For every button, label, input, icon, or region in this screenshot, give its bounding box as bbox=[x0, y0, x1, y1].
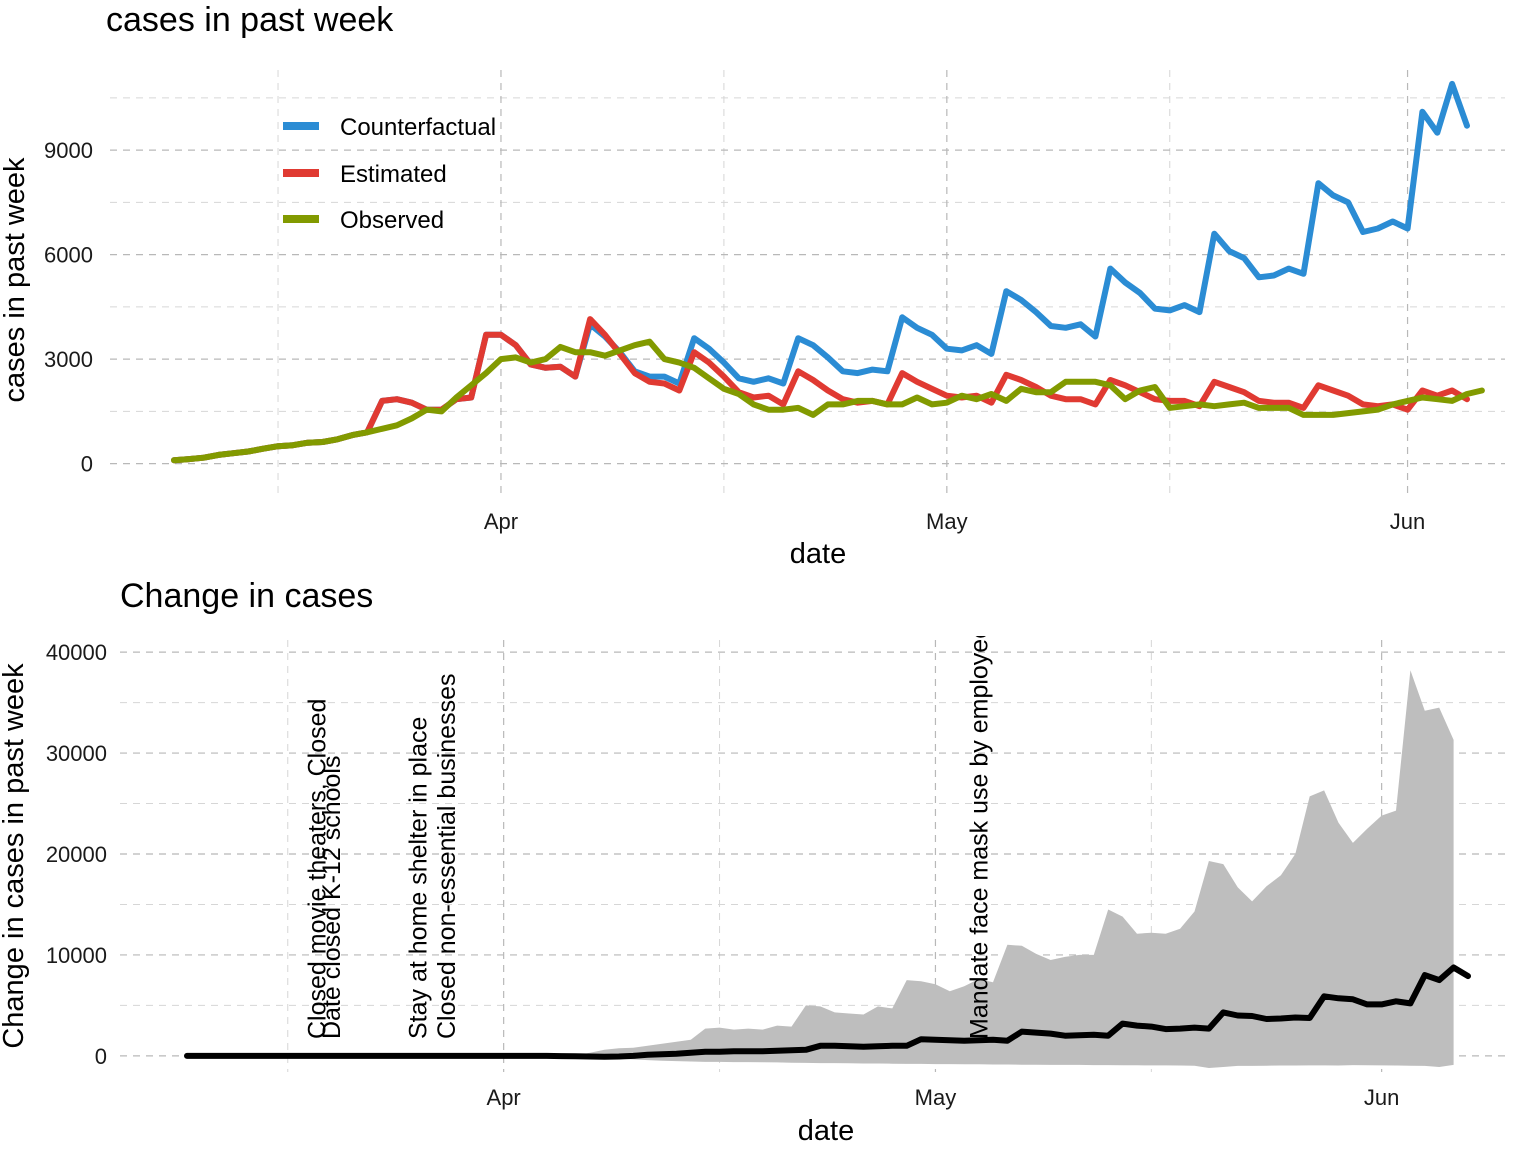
cases-panel: cases in past week 0 3000 6000 9000 Apr May J… bbox=[0, 1, 1505, 570]
cases-grid bbox=[110, 70, 1505, 495]
cases-series bbox=[171, 80, 1485, 464]
change-grid bbox=[120, 640, 1505, 1072]
cases-legend: Counterfactual Estimated Observed bbox=[283, 114, 496, 234]
y-tick-label: 10000 bbox=[46, 943, 107, 968]
cases-y-axis-title: cases in past week bbox=[0, 157, 31, 403]
intervention-annotation: Closed non-essential businesses bbox=[433, 674, 461, 1040]
uncertainty-band bbox=[187, 670, 1454, 1068]
change-uncertainty-band-layer bbox=[187, 670, 1454, 1068]
y-tick-label: 20000 bbox=[46, 842, 107, 867]
x-tick-label: May bbox=[915, 1085, 957, 1110]
mean-change-line bbox=[184, 964, 1471, 1060]
x-tick-label: Jun bbox=[1364, 1085, 1399, 1110]
legend-label-observed: Observed bbox=[340, 207, 444, 234]
intervention-annotation: Date closed K-12 schools bbox=[318, 756, 346, 1039]
y-tick-label: 40000 bbox=[46, 640, 107, 665]
intervention-annotation: Closed movie theaters, Closed bbox=[304, 699, 332, 1039]
y-tick-label: 3000 bbox=[44, 347, 93, 372]
cases-x-axis: Apr May Jun bbox=[484, 509, 1425, 534]
change-chart-title: Change in cases bbox=[120, 577, 373, 615]
legend-label-counterfactual: Counterfactual bbox=[340, 114, 496, 141]
y-tick-label: 0 bbox=[95, 1044, 107, 1069]
intervention-annotation: Stay at home shelter in place bbox=[404, 717, 432, 1039]
x-tick-label: Apr bbox=[487, 1085, 521, 1110]
legend-label-estimated: Estimated bbox=[340, 161, 447, 188]
series-line-estimated bbox=[171, 316, 1470, 464]
x-tick-label: Jun bbox=[1390, 509, 1425, 534]
legend-item-estimated: Estimated bbox=[283, 161, 447, 188]
change-x-axis-title: date bbox=[798, 1115, 854, 1147]
change-panel: Change in cases 0 10000 20000 30000 40000 Ap… bbox=[0, 577, 1505, 1147]
cases-x-axis-title: date bbox=[790, 538, 846, 570]
y-tick-label: 0 bbox=[81, 452, 93, 477]
legend-item-observed: Observed bbox=[283, 207, 444, 234]
change-mean-layer bbox=[184, 964, 1471, 1060]
y-tick-label: 30000 bbox=[46, 741, 107, 766]
intervention-annotation: Mandate face mask use by employees bbox=[966, 612, 994, 1039]
change-x-axis: Apr May Jun bbox=[487, 1085, 1400, 1110]
y-tick-label: 9000 bbox=[44, 138, 93, 163]
change-y-axis: 0 10000 20000 30000 40000 bbox=[46, 640, 107, 1069]
x-tick-label: May bbox=[926, 509, 968, 534]
cases-chart-title: cases in past week bbox=[106, 1, 394, 39]
x-tick-label: Apr bbox=[484, 509, 518, 534]
series-line-observed bbox=[171, 338, 1485, 464]
legend-item-counterfactual: Counterfactual bbox=[283, 114, 496, 141]
change-y-axis-title: Change in cases in past week bbox=[0, 663, 30, 1049]
cases-y-axis: 0 3000 6000 9000 bbox=[44, 138, 93, 477]
y-tick-label: 6000 bbox=[44, 243, 93, 268]
